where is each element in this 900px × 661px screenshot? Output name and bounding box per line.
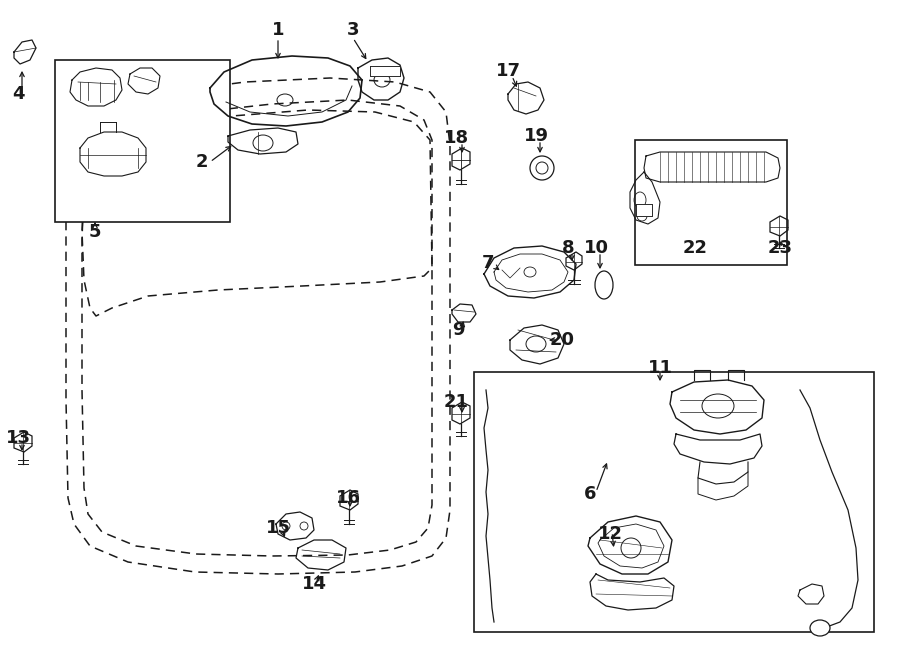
- Text: 1: 1: [272, 21, 284, 39]
- Bar: [55, 60, 230, 222]
- Text: 5: 5: [89, 223, 101, 241]
- Ellipse shape: [524, 267, 536, 277]
- Text: 20: 20: [550, 331, 574, 349]
- Text: 10: 10: [583, 239, 608, 257]
- Text: 4: 4: [12, 85, 24, 103]
- Bar: [474, 372, 874, 632]
- Text: 9: 9: [452, 321, 464, 339]
- Text: 19: 19: [524, 127, 548, 145]
- Polygon shape: [636, 204, 652, 216]
- Text: 3: 3: [346, 21, 359, 39]
- Text: 2: 2: [196, 153, 208, 171]
- Text: 14: 14: [302, 575, 327, 593]
- Text: 13: 13: [5, 429, 31, 447]
- Text: 21: 21: [444, 393, 469, 411]
- Bar: [635, 140, 787, 265]
- Text: 12: 12: [598, 525, 623, 543]
- Text: 16: 16: [336, 489, 361, 507]
- Text: 22: 22: [682, 239, 707, 257]
- Polygon shape: [370, 66, 400, 76]
- Text: 11: 11: [647, 359, 672, 377]
- Text: 23: 23: [768, 239, 793, 257]
- Text: 8: 8: [562, 239, 574, 257]
- Text: 18: 18: [444, 129, 469, 147]
- Text: 6: 6: [584, 485, 596, 503]
- Ellipse shape: [810, 620, 830, 636]
- Text: 17: 17: [496, 62, 520, 80]
- Text: 7: 7: [482, 254, 494, 272]
- Text: 15: 15: [266, 519, 291, 537]
